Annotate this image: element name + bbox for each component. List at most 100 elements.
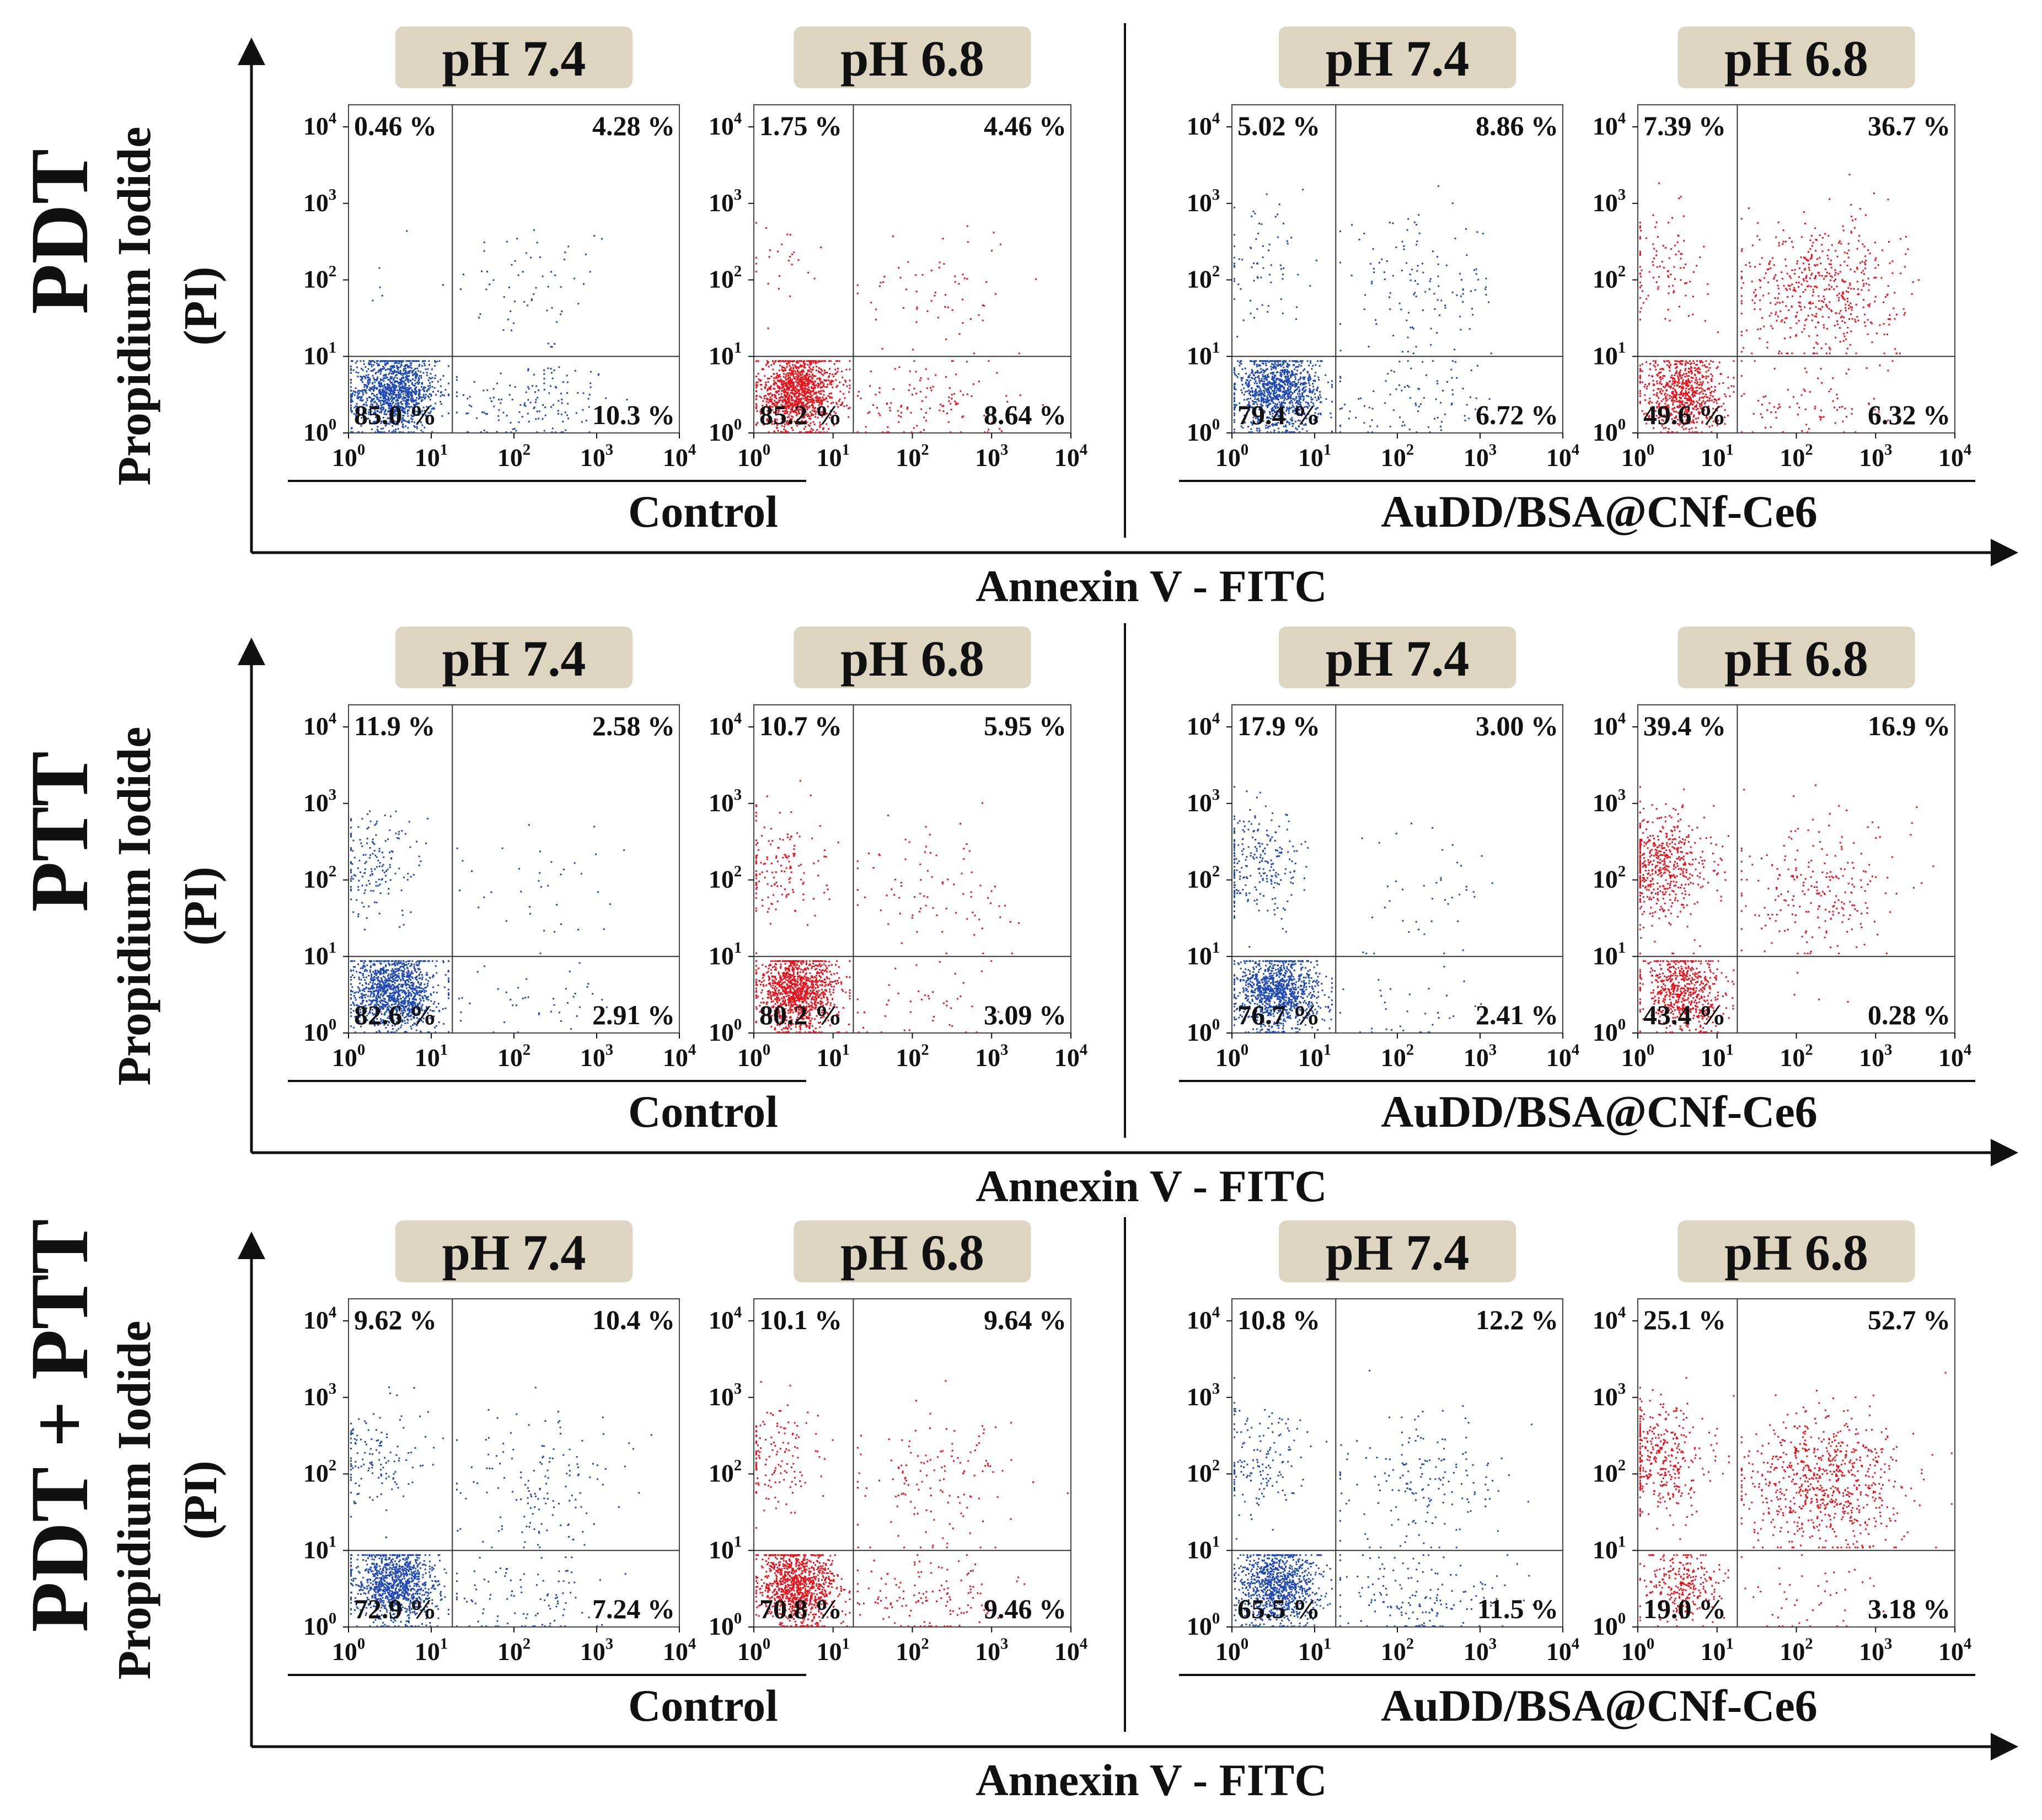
scatter-point [1804,408,1807,410]
scatter-point [996,372,998,374]
scatter-point [809,368,811,370]
scatter-point [777,360,779,362]
scatter-point [984,431,986,433]
scatter-point [828,416,830,419]
scatter-point [375,414,377,416]
scatter-point [830,382,832,384]
scatter-point [1740,295,1743,297]
scatter-point [1468,328,1471,330]
scatter-point [1358,398,1360,400]
scatter-point [942,405,945,407]
scatter-point [1798,301,1800,303]
scatter-point [1287,379,1289,382]
scatter-point [1234,245,1235,248]
scatter-point [1295,389,1298,391]
scatter-point [430,373,432,375]
scatter-point [1488,301,1490,303]
scatter-point [774,377,776,379]
scatter-point [1809,301,1811,303]
scatter-point [760,384,763,386]
scatter-point [396,377,398,379]
scatter-point [1857,288,1859,290]
scatter-point [1652,261,1654,263]
scatter-point [1415,404,1417,406]
scatter-point [1768,315,1771,317]
scatter-point [1306,430,1308,432]
scatter-point [368,362,370,365]
scatter-point [543,378,545,380]
scatter-point [414,426,416,428]
scatter-point [796,382,798,384]
scatter-point [892,235,894,237]
scatter-point [942,410,945,413]
scatter-point [374,416,377,419]
scatter-point [392,412,394,414]
scatter-point [1863,321,1866,323]
scatter-point [410,362,412,365]
scatter-point [1818,308,1820,310]
scatter-point [407,421,409,424]
scatter-point [542,418,544,420]
scatter-point [405,370,407,372]
scatter-point [408,393,410,395]
scatter-point [1846,264,1848,266]
scatter-point [1821,237,1824,239]
scatter-point [1288,431,1290,433]
scatter-point [379,397,381,399]
scatter-point [1283,373,1285,376]
scatter-point [1862,299,1864,301]
scatter-point [1241,379,1243,382]
scatter-point [1836,409,1839,411]
scatter-point [405,384,407,386]
scatter-point [1253,363,1256,366]
scatter-point [421,424,424,426]
scatter-point [812,361,814,363]
scatter-point [544,406,546,409]
scatter-point [362,389,364,392]
scatter-point [376,398,378,400]
scatter-point [387,402,389,404]
scatter-point [848,391,850,393]
scatter-point [389,366,392,368]
scatter-point [382,360,384,362]
scatter-point [408,381,410,383]
scatter-point [384,425,387,427]
scatter-point [952,360,954,362]
scatter-point [951,309,953,311]
scatter-point [1842,420,1844,422]
scatter-point [781,382,783,384]
scatter-point [1294,381,1296,383]
scatter-point [427,395,429,397]
scatter-point [507,318,509,320]
scatter-point [442,284,444,286]
scatter-point [1277,378,1279,380]
scatter-point [1742,347,1744,349]
scatter-point [1305,386,1307,388]
scatter-point [403,368,405,370]
scatter-point [780,431,782,433]
scatter-point [401,418,403,420]
scatter-point [770,385,772,387]
scatter-point [1241,368,1244,370]
scatter-point [371,393,373,395]
scatter-point [1234,419,1235,421]
scatter-point [900,415,902,417]
scatter-point [1460,295,1462,297]
scatter-point [566,414,568,416]
scatter-point [790,399,792,402]
scatter-point [1830,259,1832,261]
scatter-point [1398,361,1401,363]
scatter-point [1282,390,1284,393]
scatter-point [351,427,353,430]
scatter-point [1440,421,1443,423]
scatter-point [926,387,928,389]
scatter-point [810,390,812,392]
scatter-point [401,383,403,385]
scatter-point [790,382,792,384]
scatter-point [1305,389,1307,391]
scatter-point [1902,308,1905,310]
scatter-point [1437,275,1439,277]
scatter-point [420,377,422,379]
scatter-point [557,410,559,412]
scatter-point [582,283,585,285]
